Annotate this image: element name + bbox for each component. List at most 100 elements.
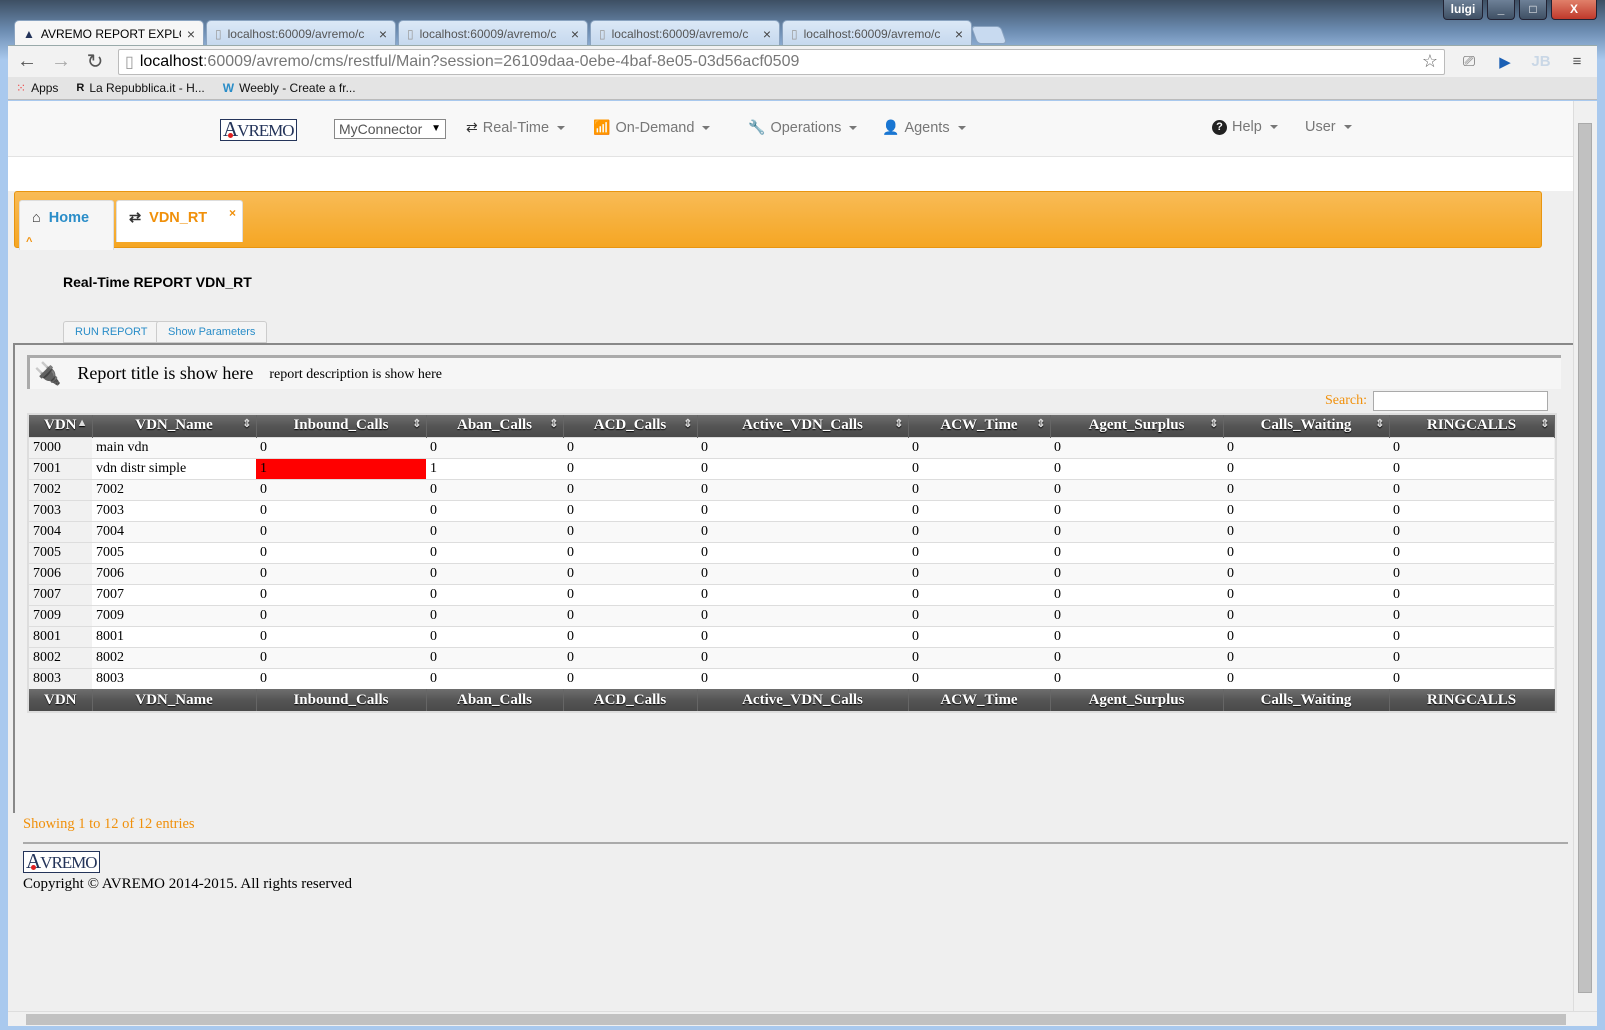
browser-tab[interactable]: ▯ localhost:60009/avremo/c × xyxy=(590,20,780,46)
report-description: report description is show here xyxy=(269,367,442,382)
jb-extension-icon[interactable]: JB xyxy=(1531,53,1551,70)
table-cell: 0 xyxy=(563,541,697,563)
vertical-scrollbar[interactable] xyxy=(1573,101,1597,1011)
tab-title: localhost:60009/avremo/c xyxy=(611,26,749,41)
column-label: RINGCALLS xyxy=(1426,691,1517,708)
table-cell: 0 xyxy=(256,436,426,458)
column-footer: VDN xyxy=(29,689,93,711)
column-header[interactable]: Calls_Waiting ⇕ xyxy=(1223,415,1390,437)
bookmark-repubblica[interactable]: R La Repubblica.it - H... xyxy=(76,81,204,95)
menu-operations[interactable]: 🔧 Operations xyxy=(748,119,858,136)
scroll-thumb[interactable] xyxy=(1578,123,1592,993)
close-tab-icon[interactable]: × xyxy=(762,25,771,42)
browser-tab[interactable]: ▯ localhost:60009/avremo/c × xyxy=(398,20,588,46)
column-label: Inbound_Calls xyxy=(293,417,389,434)
table-cell: 7009 xyxy=(29,604,92,626)
table-cell: 1 xyxy=(256,457,426,479)
table-row: 7007 7007 0 0 0 0 0 0 0 0 xyxy=(29,583,1554,605)
table-cell: 0 xyxy=(1389,499,1554,521)
table-cell: 8001 xyxy=(29,625,92,647)
menu-icon[interactable]: ≡ xyxy=(1572,53,1582,70)
browser-tab[interactable]: ▲ AVREMO REPORT EXPLORER × xyxy=(14,20,204,46)
avremo-logo[interactable]: AVREMO xyxy=(220,119,297,141)
browser-tab[interactable]: ▯ localhost:60009/avremo/c × xyxy=(206,20,396,46)
connector-select[interactable]: MyConnector ▼ xyxy=(334,119,446,139)
address-bar[interactable]: ▯ localhost:60009/avremo/cms/restful/Mai… xyxy=(118,48,1445,75)
column-header[interactable]: VDN_Name ⇕ xyxy=(92,415,257,437)
player-extension-icon[interactable]: ▶ xyxy=(1499,53,1511,71)
column-label: Agent_Surplus xyxy=(1088,691,1185,708)
browser-tab[interactable]: ▯ localhost:60009/avremo/c × xyxy=(782,20,972,46)
column-header[interactable]: VDN ▲ xyxy=(29,415,93,437)
caret-down-icon xyxy=(957,125,966,130)
menu-label: Help xyxy=(1232,119,1262,135)
column-label: RINGCALLS xyxy=(1426,417,1517,434)
table-cell: 0 xyxy=(1050,646,1223,668)
horizontal-scrollbar[interactable] xyxy=(8,1011,1597,1026)
table-row: 7005 7005 0 0 0 0 0 0 0 0 xyxy=(29,541,1554,563)
page-content: AVREMO MyConnector ▼ ⇄ Real-Time 📶 On-Deman… xyxy=(8,101,1573,1011)
reload-icon[interactable]: ↻ xyxy=(86,51,104,73)
table-cell: 7009 xyxy=(92,604,256,626)
bookmark-star-icon[interactable]: ☆ xyxy=(1421,51,1438,71)
table-cell: 0 xyxy=(1389,583,1554,605)
spacer xyxy=(8,157,1573,191)
sort-icon: ⇕ xyxy=(412,418,422,430)
back-icon[interactable]: ← xyxy=(17,50,37,72)
menu-agents[interactable]: 👤 Agents xyxy=(882,119,966,136)
show-parameters-button[interactable]: Show Parameters xyxy=(156,321,268,343)
table-cell: 0 xyxy=(1223,667,1389,689)
close-tab-icon[interactable]: × xyxy=(228,206,236,220)
report-panel: 🔌 Report title is show here report descr… xyxy=(13,343,1573,813)
maximize-button[interactable]: □ xyxy=(1519,0,1547,20)
close-tab-icon[interactable]: × xyxy=(570,25,579,42)
table-cell: 0 xyxy=(908,604,1050,626)
close-window-button[interactable]: X xyxy=(1551,0,1597,20)
bookmark-label: Apps xyxy=(31,81,59,95)
chevron-up-icon[interactable]: ^ xyxy=(26,236,33,248)
menu-label: Real-Time xyxy=(482,119,550,136)
menu-real-time[interactable]: ⇄ Real-Time xyxy=(466,119,566,136)
column-header[interactable]: ACW_Time ⇕ xyxy=(908,415,1051,437)
table-cell: 0 xyxy=(908,499,1050,521)
bookmark-apps[interactable]: ⁙ Apps xyxy=(16,81,58,95)
new-tab-button[interactable] xyxy=(970,26,1008,44)
window-controls: luigi _ □ X xyxy=(1443,0,1597,20)
footer-logo: AVREMO xyxy=(23,851,100,873)
app-tab-bar: ⌂ Home ^ ⇄ VDN_RT × xyxy=(14,191,1542,250)
search-input[interactable] xyxy=(1373,391,1548,411)
table-cell: 0 xyxy=(1223,541,1389,563)
table-cell: 0 xyxy=(1389,667,1554,689)
column-header[interactable]: Inbound_Calls ⇕ xyxy=(256,415,427,437)
minimize-button[interactable]: _ xyxy=(1487,0,1515,20)
caret-down-icon xyxy=(702,125,711,130)
tab-home[interactable]: ⌂ Home ^ xyxy=(19,200,114,250)
menu-user[interactable]: User xyxy=(1305,119,1352,135)
bookmark-weebly[interactable]: W Weebly - Create a fr... xyxy=(223,81,356,95)
column-label: ACD_Calls xyxy=(593,417,667,434)
close-tab-icon[interactable]: × xyxy=(378,25,387,42)
table-cell: 0 xyxy=(426,520,563,542)
menu-help[interactable]: ? Help xyxy=(1212,119,1278,135)
sort-icon: ⇕ xyxy=(683,418,693,430)
table-cell: 0 xyxy=(697,478,908,500)
profile-button[interactable]: luigi xyxy=(1443,0,1483,20)
scroll-thumb[interactable] xyxy=(26,1014,1566,1025)
table-cell: 0 xyxy=(256,583,426,605)
column-header[interactable]: ACD_Calls ⇕ xyxy=(563,415,698,437)
cast-icon[interactable]: ⎚ xyxy=(1462,53,1475,70)
tab-vdn-rt[interactable]: ⇄ VDN_RT × xyxy=(116,200,243,242)
forward-icon[interactable]: → xyxy=(51,50,71,72)
table-cell: 0 xyxy=(563,604,697,626)
table-cell: 0 xyxy=(426,541,563,563)
close-tab-icon[interactable]: × xyxy=(186,25,195,42)
close-tab-icon[interactable]: × xyxy=(954,25,963,42)
address-host: localhost xyxy=(139,52,203,70)
column-header[interactable]: Agent_Surplus ⇕ xyxy=(1050,415,1224,437)
column-header[interactable]: Aban_Calls ⇕ xyxy=(426,415,564,437)
column-footer: ACD_Calls xyxy=(563,689,698,711)
column-header[interactable]: Active_VDN_Calls ⇕ xyxy=(697,415,909,437)
column-header[interactable]: RINGCALLS ⇕ xyxy=(1389,415,1555,437)
menu-on-demand[interactable]: 📶 On-Demand xyxy=(593,119,711,136)
run-report-button[interactable]: RUN REPORT xyxy=(63,321,160,343)
